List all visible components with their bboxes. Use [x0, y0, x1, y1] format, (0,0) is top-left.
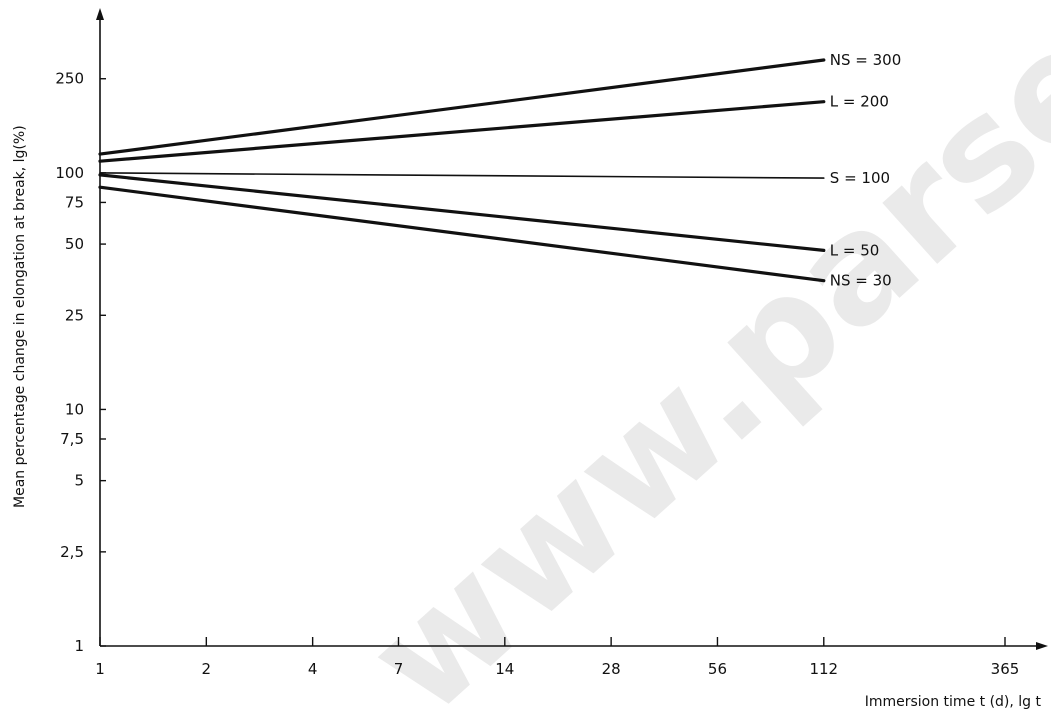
series-line-3	[98, 173, 826, 252]
series-line-0	[98, 58, 826, 156]
y-tick-label: 5	[74, 472, 84, 490]
y-tick-label: 10	[65, 400, 84, 418]
watermark: www.parsethylene	[336, 0, 1051, 716]
x-tick-label: 7	[394, 660, 404, 678]
x-tick-label: 14	[495, 660, 514, 678]
x-tick-label: 56	[708, 660, 727, 678]
y-tick-label: 2,5	[60, 543, 84, 561]
axes	[96, 8, 1048, 650]
x-ticks: 1 2 4 7 14 28 56 112 365	[95, 637, 1019, 678]
series-label: NS = 30	[830, 272, 892, 290]
series-line-1	[98, 100, 826, 163]
x-axis-arrow	[1036, 642, 1048, 650]
x-tick-label: 28	[602, 660, 621, 678]
x-tick-label: 4	[308, 660, 318, 678]
y-tick-label: 7,5	[60, 430, 84, 448]
series-label: L = 50	[830, 241, 880, 259]
y-axis-arrow	[96, 8, 104, 20]
y-tick-label: 1	[74, 637, 84, 655]
y-tick-label: 100	[55, 164, 84, 182]
y-tick-label: 50	[65, 235, 84, 253]
y-tick-label: 25	[65, 306, 84, 324]
y-axis-title: Mean percentage change in elongation at …	[12, 125, 28, 508]
y-ticks: 1 2,5 5 7,5 10 25 50 75 100 250	[55, 70, 106, 655]
series-label: NS = 300	[830, 51, 901, 69]
x-tick-label: 365	[991, 660, 1020, 678]
x-tick-label: 1	[95, 660, 105, 678]
series-label: L = 200	[830, 93, 889, 111]
x-tick-label: 2	[202, 660, 212, 678]
x-axis-title: Immersion time t (d), lg t	[865, 694, 1042, 710]
y-tick-label: 75	[65, 193, 84, 211]
series-label: S = 100	[830, 169, 890, 187]
series-lines: NS = 300 L = 200 S = 100 L = 50 NS = 30	[98, 51, 901, 290]
y-tick-label: 250	[55, 70, 84, 88]
x-tick-label: 112	[809, 660, 838, 678]
series-line-4	[98, 185, 826, 283]
series-line-2	[99, 172, 825, 179]
